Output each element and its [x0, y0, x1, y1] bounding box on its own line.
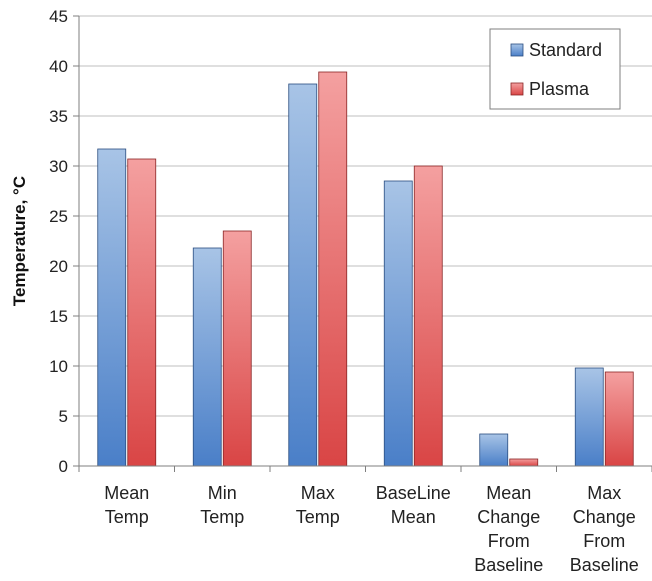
- category-label-line: Max: [587, 483, 621, 503]
- y-tick-label: 40: [49, 57, 68, 76]
- bar-plasma-4: [509, 458, 539, 467]
- category-label: Max Temp: [296, 483, 340, 527]
- y-tick-label: 0: [59, 457, 68, 476]
- bar-plasma-2: [318, 71, 348, 467]
- bar-plasma-5: [604, 371, 634, 467]
- category-labels: Mean Temp Min Temp Max Temp BaseLine Mean Mean Ch…: [104, 483, 639, 575]
- category-label: Max Change From Baseline: [570, 483, 639, 575]
- bar-standard-2: [288, 83, 318, 467]
- bar-plasma-0: [127, 158, 157, 467]
- category-label-line: Change: [477, 507, 540, 527]
- bar-standard-4: [479, 433, 509, 467]
- category-label-line: Baseline: [474, 555, 543, 575]
- y-tick-label: 25: [49, 207, 68, 226]
- y-tick-label: 45: [49, 7, 68, 26]
- legend-label-standard: Standard: [529, 40, 602, 60]
- category-label-line: Baseline: [570, 555, 639, 575]
- bars: [97, 71, 634, 467]
- y-tick-label: 10: [49, 357, 68, 376]
- category-label-line: From: [488, 531, 530, 551]
- y-tick-label: 5: [59, 407, 68, 426]
- bar-standard-0: [97, 148, 127, 467]
- category-label: Min Temp: [200, 483, 244, 527]
- y-tick-label: 20: [49, 257, 68, 276]
- category-label-line: BaseLine: [376, 483, 451, 503]
- y-tick-label: 30: [49, 157, 68, 176]
- category-label: Mean Temp: [104, 483, 149, 527]
- bar-plasma-3: [413, 165, 443, 467]
- category-label-line: From: [583, 531, 625, 551]
- legend-swatch-plasma: [510, 82, 524, 96]
- bar-plasma-1: [222, 230, 252, 467]
- bar-standard-3: [383, 180, 413, 467]
- bar-standard-1: [192, 247, 222, 467]
- legend: Standard Plasma: [489, 28, 621, 110]
- bar-standard-5: [574, 367, 604, 467]
- y-tick-labels: 0 5 10 15 20 25 30 35 40 45: [49, 7, 79, 476]
- category-label-line: Mean: [486, 483, 531, 503]
- category-label-line: Change: [573, 507, 636, 527]
- category-label-line: Min: [208, 483, 237, 503]
- legend-label-plasma: Plasma: [529, 79, 590, 99]
- category-label: Mean Change From Baseline: [474, 483, 543, 575]
- category-label-line: Temp: [105, 507, 149, 527]
- legend-swatch-standard: [510, 43, 524, 57]
- category-label-line: Temp: [200, 507, 244, 527]
- category-label-line: Mean: [391, 507, 436, 527]
- category-label: BaseLine Mean: [376, 483, 451, 527]
- legend-box: [489, 28, 621, 110]
- y-axis-title: Temperature, °C: [10, 176, 29, 306]
- gridlines: [79, 15, 652, 417]
- category-label-line: Max: [301, 483, 335, 503]
- category-label-line: Temp: [296, 507, 340, 527]
- y-tick-label: 35: [49, 107, 68, 126]
- axes: [78, 16, 652, 472]
- y-tick-label: 15: [49, 307, 68, 326]
- category-label-line: Mean: [104, 483, 149, 503]
